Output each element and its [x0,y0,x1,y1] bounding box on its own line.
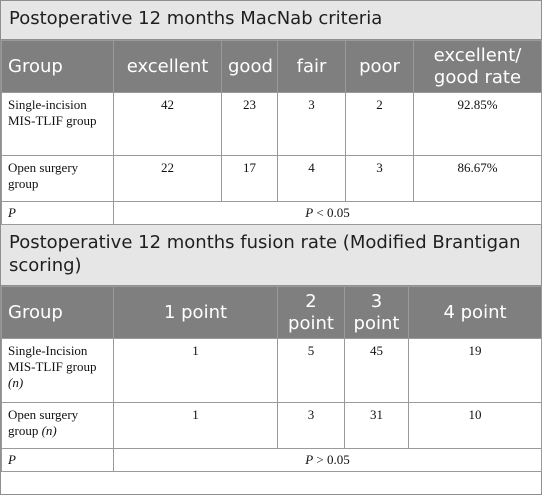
p-value-row: P P < 0.05 [1,201,542,225]
header-poor: poor [345,40,414,93]
row-group-label: Open surgery group (n) [1,402,114,449]
cell-good: 23 [221,92,278,156]
p-value: P < 0.05 [113,201,542,225]
row-group-label: Single-Incision MIS-TLIF group (n) [1,338,114,403]
p-value: P > 0.05 [113,448,542,472]
cell-rate: 92.85% [413,92,542,156]
header-1-point: 1 point [113,286,278,339]
row-group-label: Open surgery group [1,155,114,202]
brantigan-table: Group 1 point 2 point 3 point 4 point Si… [1,286,542,472]
table1-title: Postoperative 12 months MacNab criteria [1,1,541,40]
table2-header-row: Group 1 point 2 point 3 point 4 point [1,286,542,339]
row-group-label: Single-incision MIS-TLIF group [1,92,114,156]
header-good: good [221,40,278,93]
cell-fair: 3 [277,92,346,156]
cell-excellent: 42 [113,92,222,156]
cell-1-point: 1 [113,402,278,449]
cell-3-point: 31 [344,402,409,449]
header-group: Group [1,40,114,93]
p-label: P [1,448,114,472]
header-3-point: 3 point [344,286,409,339]
cell-excellent: 22 [113,155,222,202]
cell-2-point: 5 [277,338,345,403]
cell-3-point: 45 [344,338,409,403]
table-row: Single-incision MIS-TLIF group 42 23 3 2… [1,92,542,156]
macnab-table: Group excellent good fair poor excellent… [1,40,542,225]
cell-good: 17 [221,155,278,202]
p-value-row: P P > 0.05 [1,448,542,472]
table-row: Open surgery group (n) 1 3 31 10 [1,402,542,449]
table-row: Single-Incision MIS-TLIF group (n) 1 5 4… [1,338,542,403]
table-row: Open surgery group 22 17 4 3 86.67% [1,155,542,202]
cell-fair: 4 [277,155,346,202]
header-4-point: 4 point [408,286,542,339]
cell-4-point: 10 [408,402,542,449]
cell-2-point: 3 [277,402,345,449]
cell-poor: 2 [345,92,414,156]
header-2-point: 2 point [277,286,345,339]
table1-header-row: Group excellent good fair poor excellent… [1,40,542,93]
cell-poor: 3 [345,155,414,202]
cell-1-point: 1 [113,338,278,403]
table2-title: Postoperative 12 months fusion rate (Mod… [1,225,541,286]
header-group: Group [1,286,114,339]
cell-rate: 86.67% [413,155,542,202]
header-excellent: excellent [113,40,222,93]
header-fair: fair [277,40,346,93]
header-excellent-good-rate: excellent/ good rate [413,40,542,93]
p-label: P [1,201,114,225]
cell-4-point: 19 [408,338,542,403]
